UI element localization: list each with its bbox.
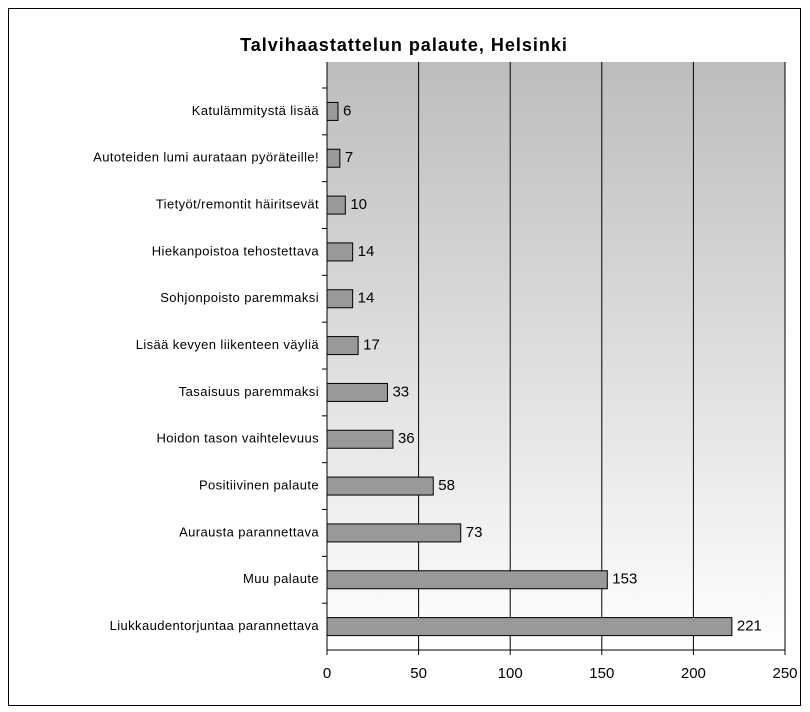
- y-tick-label: Liukkaudentorjuntaa parannettava: [110, 618, 320, 633]
- value-label: 36: [398, 430, 415, 447]
- bar: [326, 242, 354, 262]
- x-tick-label: 250: [772, 665, 797, 682]
- y-tick-label: Sohjonpoisto paremmaksi: [160, 290, 319, 305]
- bar: [326, 101, 339, 121]
- value-label: 58: [438, 477, 455, 494]
- bar: [326, 523, 462, 543]
- value-label: 221: [737, 618, 762, 635]
- value-label: 10: [350, 196, 367, 213]
- x-tick-label: 200: [681, 665, 706, 682]
- value-label: 33: [392, 383, 409, 400]
- bar: [326, 336, 359, 356]
- value-label: 6: [343, 102, 351, 119]
- bar: [326, 570, 608, 590]
- value-label: 73: [466, 524, 483, 541]
- y-tick-label: Tasaisuus paremmaksi: [179, 384, 319, 399]
- y-tick-label: Lisää kevyen liikenteen väyliä: [136, 337, 320, 352]
- y-tick-label: Aurausta parannettava: [179, 524, 319, 539]
- value-label: 14: [358, 290, 375, 307]
- x-tick-label: 100: [498, 665, 523, 682]
- y-tick-label: Autoteiden lumi aurataan pyöräteille!: [93, 150, 319, 165]
- bar: [326, 476, 434, 496]
- bar: [326, 382, 388, 402]
- y-tick-label: Katulämmitystä lisää: [192, 103, 320, 118]
- y-tick-label: Positiivinen palaute: [199, 478, 319, 493]
- chart-title: Talvihaastattelun palaute, Helsinki: [240, 35, 568, 55]
- plot-area: [327, 62, 785, 650]
- x-tick-label: 50: [410, 665, 427, 682]
- value-label: 14: [358, 243, 375, 260]
- bar: [326, 195, 346, 215]
- value-label: 153: [612, 571, 637, 588]
- bar: [326, 289, 354, 309]
- y-tick-label: Hiekanpoistoa tehostettava: [152, 243, 320, 258]
- x-tick-label: 150: [589, 665, 614, 682]
- x-tick-label: 0: [323, 665, 331, 682]
- y-tick-label: Muu palaute: [243, 571, 319, 586]
- value-label: 7: [345, 149, 353, 166]
- y-tick-label: Hoidon tason vaihtelevuus: [157, 431, 320, 446]
- y-tick-label: Tietyöt/remontit häiritsevät: [156, 197, 319, 212]
- bar: [326, 429, 394, 449]
- value-label: 17: [363, 337, 380, 354]
- bar: [326, 148, 341, 168]
- bar: [326, 617, 733, 637]
